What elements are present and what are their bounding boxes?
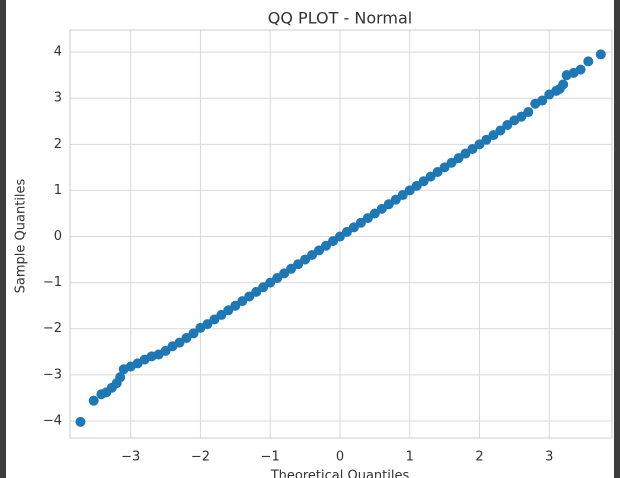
y-tick-label: −1 (43, 275, 62, 290)
x-tick-label: −1 (261, 450, 280, 465)
y-axis-label: Sample Quantiles (14, 178, 29, 293)
frame-left (0, 0, 6, 478)
x-axis-label: Theoretical Quantiles (270, 469, 410, 478)
y-tick-label: 3 (54, 91, 62, 106)
background (6, 0, 614, 478)
y-tick-label: −2 (43, 321, 62, 336)
x-tick-label: −2 (191, 450, 210, 465)
x-tick-label: −3 (121, 450, 140, 465)
x-tick-label: 1 (406, 450, 414, 465)
point (595, 49, 606, 60)
y-tick-label: 4 (54, 45, 62, 60)
x-tick-label: 2 (475, 450, 483, 465)
point (523, 107, 534, 118)
point (537, 95, 548, 106)
point (583, 56, 594, 67)
point (558, 79, 569, 90)
y-tick-label: −3 (43, 367, 62, 382)
x-tick-label: 0 (336, 450, 344, 465)
point (575, 64, 586, 75)
y-tick-label: 1 (54, 183, 62, 198)
point (115, 372, 126, 383)
y-tick-label: −4 (43, 413, 62, 428)
frame-right (614, 0, 620, 478)
plot-border (69, 29, 613, 439)
point (75, 416, 86, 427)
point (495, 125, 506, 136)
y-tick-label: 2 (54, 137, 62, 152)
point (188, 328, 199, 339)
x-tick-label: 3 (545, 450, 553, 465)
chart-title: QQ PLOT - Normal (268, 9, 412, 28)
y-tick-label: 0 (54, 229, 62, 244)
point (88, 395, 99, 406)
